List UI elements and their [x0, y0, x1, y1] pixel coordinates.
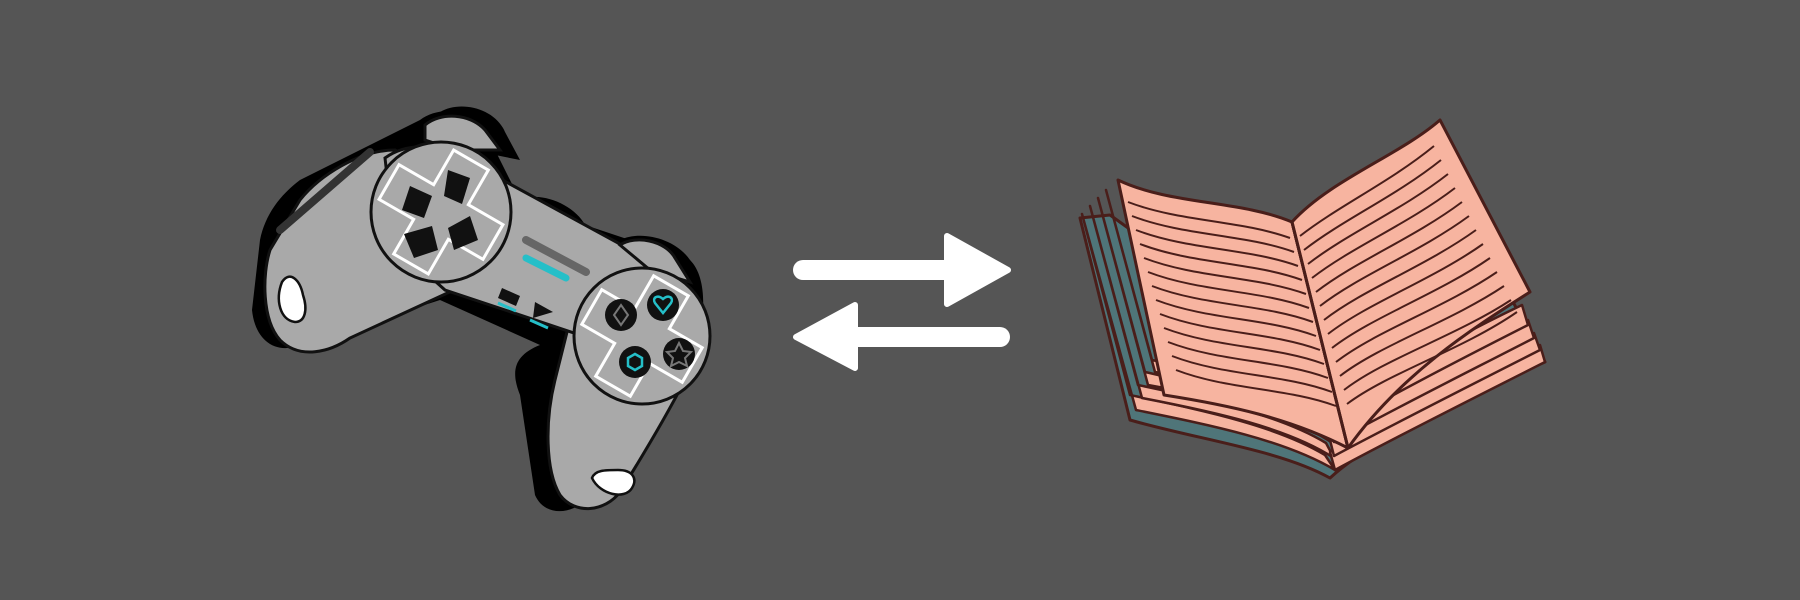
- center-strip-grey: [522, 236, 590, 276]
- right-page-lines: [1299, 145, 1518, 405]
- dpad-down-button: [404, 226, 438, 258]
- action-disc: [572, 266, 712, 406]
- dpad-disc: [369, 140, 513, 284]
- dpad-up-button: [444, 170, 470, 204]
- heart-button: [647, 289, 679, 321]
- select-accent: [497, 301, 517, 313]
- dpad-buttons: [402, 170, 478, 258]
- diamond-icon: [612, 303, 630, 327]
- left-page-lines: [1127, 201, 1337, 407]
- left-grip-shine: [277, 275, 307, 324]
- center-strip-cyan: [522, 254, 570, 282]
- left-handle-edge: [276, 148, 374, 234]
- dpad-left-button: [402, 186, 432, 218]
- start-button: [533, 302, 553, 318]
- right-bumper: [617, 238, 694, 285]
- gamepad-icon: [252, 106, 712, 512]
- diamond-button: [605, 299, 637, 331]
- arrow-right: [793, 233, 1011, 307]
- action-buttons: [605, 289, 695, 378]
- swap-arrows-icon: [793, 233, 1011, 371]
- star-icon: [664, 340, 694, 368]
- arrow-left: [793, 302, 1010, 371]
- open-book-icon: [1078, 118, 1547, 480]
- hexagon-button: [619, 346, 651, 378]
- right-grip-shine: [590, 468, 636, 496]
- hexagon-icon: [626, 352, 644, 372]
- dpad-cross: [376, 147, 506, 277]
- heart-icon: [652, 295, 674, 316]
- book-spine: [1290, 221, 1350, 449]
- select-button: [498, 288, 520, 306]
- dpad-right-button: [448, 216, 478, 250]
- start-accent: [529, 318, 549, 330]
- action-cross: [579, 273, 705, 399]
